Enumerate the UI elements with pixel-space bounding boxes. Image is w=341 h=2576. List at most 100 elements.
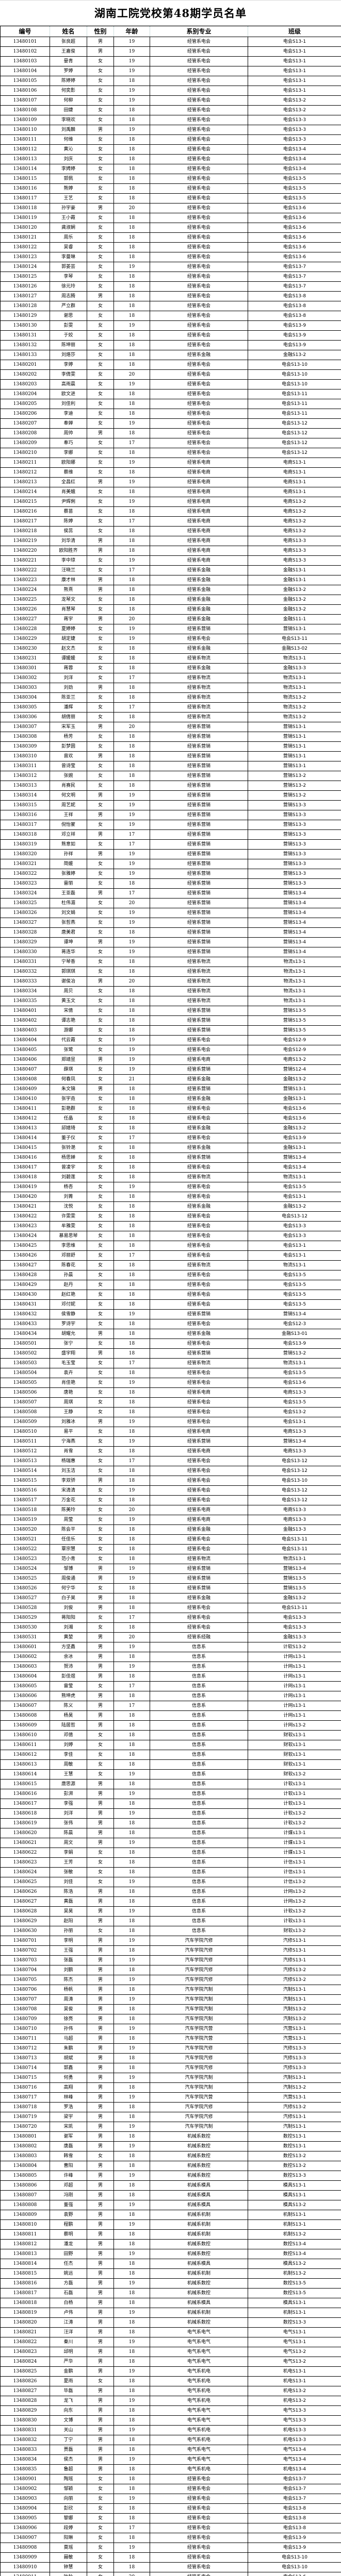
cell-cls: 计软s13-1 (248, 1916, 341, 1926)
table-row: 13480229 胡定婕女 19 经管系电会 电会S13-11 (0, 634, 341, 644)
table-row: 13480831 关山男 19 电气系机电 机电S13-3 (0, 2425, 341, 2435)
table-row: 13480517 万金花女 18 经管系电会 电会S13-12 (0, 1495, 341, 1505)
cell-cls: 电会S13-10 (248, 1476, 341, 1486)
cell-sex: 女 (87, 56, 114, 66)
cell-id: 13480204 (0, 389, 50, 399)
cell-sex: 男 (87, 2112, 114, 2122)
cell-age: 18 (113, 1544, 150, 1554)
cell-age: 18 (113, 1896, 150, 1907)
cell-cls: 数控S13-2 (248, 2161, 341, 2171)
cell-sex: 男 (87, 2190, 114, 2200)
cell-id: 13480307 (0, 722, 50, 732)
cell-age: 18 (113, 1965, 150, 1975)
table-row: 13480614 王慧女 19 信息系 财软s13-2 (0, 1769, 341, 1780)
cell-age: 19 (113, 1838, 150, 1848)
cell-name: 龙飞 (50, 2396, 87, 2406)
cell-cls: 电会S13-6 (248, 203, 341, 213)
cell-sex: 女 (87, 154, 114, 164)
table-row: 13480521 任佳乐女 18 经管系电会 电会S13-11 (0, 1534, 341, 1545)
cell-major: 信息系 (150, 1818, 248, 1828)
cell-sex: 女 (87, 1221, 114, 1231)
cell-sex: 男 (87, 1838, 114, 1848)
cell-major: 经管系金融 (150, 575, 248, 585)
cell-major: 信息系 (150, 1740, 248, 1750)
cell-age: 18 (113, 1348, 150, 1359)
cell-id: 13480209 (0, 438, 50, 448)
cell-sex: 女 (87, 1407, 114, 1417)
cell-cls: 电会S13-9 (248, 320, 341, 331)
cell-sex: 女 (87, 2562, 114, 2572)
cell-age: 18 (113, 967, 150, 977)
cell-major: 经管系电商 (150, 477, 248, 487)
cell-major: 经管系电会 (150, 2474, 248, 2484)
cell-sex: 女 (87, 1534, 114, 1545)
cell-major: 经管系电商 (150, 1055, 248, 1065)
cell-name: 宋倩 (50, 1006, 87, 1016)
cell-sex: 男 (87, 1779, 114, 1789)
cell-name: 罗浩 (50, 2102, 87, 2112)
cell-name: 彭湃 (50, 1789, 87, 1799)
cell-age: 17 (113, 438, 150, 448)
cell-id: 13480417 (0, 1162, 50, 1173)
cell-major: 经管系营销 (150, 1573, 248, 1584)
cell-cls: 计软s13-2 (248, 1808, 341, 1819)
table-row: 13480335 黄玉文女 18 经管系物流 物流s13-1 (0, 996, 341, 1006)
cell-age: 18 (113, 1671, 150, 1682)
cell-sex: 男 (87, 2445, 114, 2455)
cell-age: 19 (113, 810, 150, 820)
cell-sex: 女 (87, 663, 114, 673)
cell-cls: 营销S13-3 (248, 829, 341, 840)
cell-sex: 男 (87, 1720, 114, 1731)
table-row: 13480113 刘庆女 18 经管系电会 电会S13-4 (0, 154, 341, 164)
cell-sex: 女 (87, 712, 114, 722)
cell-cls: 营销S13-5 (248, 1006, 341, 1016)
cell-sex: 男 (87, 2180, 114, 2191)
table-row: 13480218 侯蕊女 18 经管系电商 电商S13-2 (0, 526, 341, 536)
cell-age: 18 (113, 1084, 150, 1094)
cell-cls: 电商S13-1 (248, 477, 341, 487)
cell-major: 经管系电会 (150, 1221, 248, 1231)
cell-id: 13480626 (0, 1887, 50, 1897)
table-row: 13480622 李娟女 18 信息系 计媒s13-1 (0, 1848, 341, 1858)
cell-cls: 物流S13-1 (248, 683, 341, 693)
cell-cls: 营销S13-1 (248, 624, 341, 634)
cell-id: 13480825 (0, 2366, 50, 2377)
cell-name: 晏青 (50, 56, 87, 66)
cell-age: 19 (113, 56, 150, 66)
cell-cls: 电会S13-8 (248, 311, 341, 321)
table-row: 13480526 何宁华女 18 经管系营销 营销S13-5 (0, 1583, 341, 1594)
table-row: 13480817 石磊男 18 机械系数控 数控S13-5 (0, 2288, 341, 2298)
table-row: 13480227 蒋宇男 20 经管系金融 金融S11-1 (0, 614, 341, 624)
cell-name: 周文 (50, 1838, 87, 1848)
cell-major: 汽车学院汽修 (150, 1945, 248, 1956)
cell-id: 13480718 (0, 2102, 50, 2112)
cell-id: 13480526 (0, 1583, 50, 1594)
cell-id: 13480222 (0, 565, 50, 575)
cell-cls: 计信s13-2 (248, 1877, 341, 1887)
cell-sex: 男 (87, 1799, 114, 1809)
cell-major: 信息系 (150, 1877, 248, 1887)
cell-cls: 电气S13-4 (248, 2445, 341, 2455)
cell-age: 18 (113, 1338, 150, 1349)
table-row: 13480522 覃宗慧女 18 经管系电会 电会S13-11 (0, 1544, 341, 1554)
cell-name: 邓超 (50, 2180, 87, 2191)
cell-major: 汽车学院汽修 (150, 2043, 248, 2054)
table-row: 13480418 刘碧莲女 18 经管系物流 物流S13-1 (0, 1172, 341, 1182)
cell-age: 19 (113, 2073, 150, 2083)
table-row: 13480504 袁卉女 18 经管系电会 电会S13-5 (0, 1368, 341, 1378)
cell-id: 13480418 (0, 1172, 50, 1182)
cell-major: 经管系金融 (150, 1143, 248, 1153)
cell-age: 18 (113, 1270, 150, 1280)
cell-age: 19 (113, 1182, 150, 1192)
cell-name: 雷莹 (50, 1681, 87, 1691)
cell-name: 许峰 (50, 2171, 87, 2181)
cell-cls: 电会S13-12 (248, 1466, 341, 1476)
cell-cls: 数控S13-5 (248, 2288, 341, 2298)
cell-id: 13480702 (0, 1945, 50, 1956)
cell-name: 陈晨 (50, 1828, 87, 1838)
cell-age: 18 (113, 389, 150, 399)
cell-cls: 物流s13-1 (248, 967, 341, 977)
cell-name: 刘佳利 (50, 399, 87, 409)
cell-major: 汽车学院汽修 (150, 2102, 248, 2112)
cell-id: 13480709 (0, 2014, 50, 2024)
